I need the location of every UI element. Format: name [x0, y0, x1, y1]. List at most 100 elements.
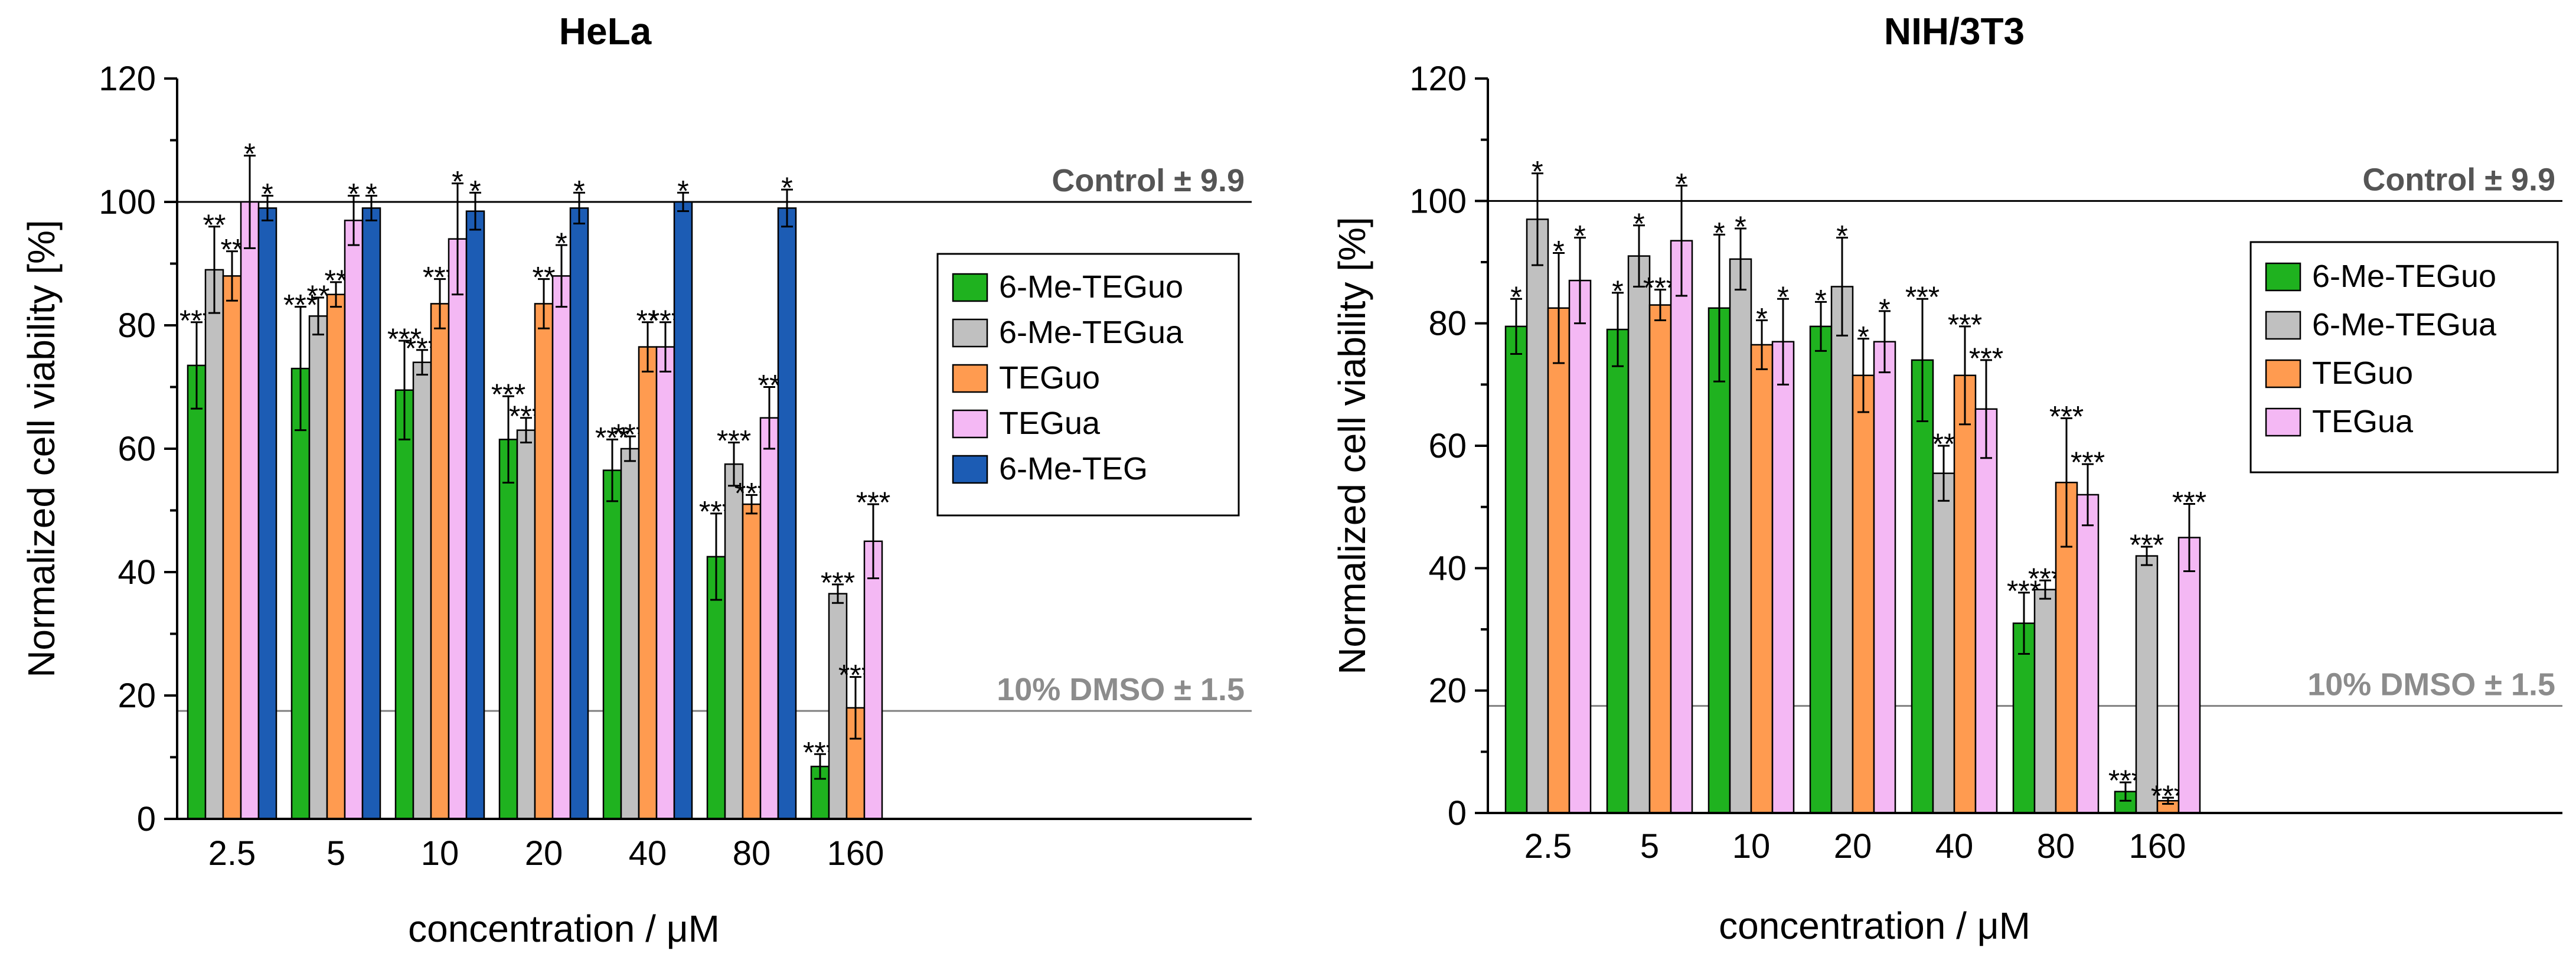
error-bar-6-Me-TEGua-10: [416, 349, 428, 376]
bar-TEGuo-40: [638, 346, 658, 820]
bar-TEGuo-2.5: [222, 275, 242, 820]
error-bar-TEGua-5: [348, 195, 360, 246]
error-bar-TEGua-10: [1777, 298, 1789, 386]
error-bar-TEGuo-160: [850, 676, 861, 740]
error-bar-6-Me-TEGua-2.5: [208, 226, 220, 314]
error-bar-6-Me-TEG-10: [469, 191, 481, 231]
x-axis-title: concentration / μM: [1719, 905, 2030, 947]
bar-6-Me-TEGua-5: [1627, 255, 1651, 814]
bar-TEGua-20: [1873, 341, 1896, 814]
legend-label-6-Me-TEGuo: 6-Me-TEGuo: [2312, 259, 2496, 294]
bar-TEGuo-5: [1648, 304, 1672, 814]
legend-swatch-6-Me-TEGuo: [2265, 262, 2301, 292]
reference-label-0: Control ± 9.9: [1052, 163, 1245, 198]
error-bar-6-Me-TEGua-20: [1836, 237, 1848, 337]
error-bar-6-Me-TEGuo-20: [1815, 301, 1827, 352]
significance-label: *: [1713, 216, 1725, 249]
error-bar-TEGuo-160: [2162, 796, 2174, 805]
error-bar-6-Me-TEGuo-10: [1713, 233, 1725, 383]
x-tick-label: 5: [327, 834, 345, 873]
error-bar-TEGuo-40: [1959, 325, 1971, 426]
bar-6-Me-TEGuo-10: [394, 389, 414, 820]
bar-6-Me-TEGua-2.5: [1526, 218, 1549, 814]
bar-6-Me-TEG-80: [777, 207, 797, 820]
bar-TEGua-10: [448, 238, 468, 820]
error-bar-TEGua-10: [452, 182, 463, 296]
bar-TEGua-2.5: [1568, 279, 1592, 814]
significance-label: *: [1553, 234, 1564, 267]
y-tick-label: 40: [117, 553, 156, 592]
error-bar-6-Me-TEGuo-80: [2018, 592, 2030, 655]
y-tick-label: 100: [1409, 182, 1467, 220]
bar-6-Me-TEGua-2.5: [204, 269, 224, 820]
error-bar-TEGua-160: [867, 503, 879, 579]
error-bar-6-Me-TEGua-20: [520, 417, 532, 444]
legend-swatch-6-Me-TEGuo: [952, 273, 988, 302]
significance-label: *: [1836, 220, 1847, 253]
error-bar-TEGuo-80: [2061, 417, 2072, 548]
legend-swatch-TEGua: [952, 409, 988, 439]
significance-label: *: [1815, 283, 1826, 316]
error-bar-6-Me-TEGuo-5: [1612, 292, 1624, 367]
chart-title: HeLa: [559, 10, 652, 53]
error-bar-TEGuo-10: [1756, 319, 1768, 370]
significance-label: *: [556, 227, 567, 260]
error-bar-6-Me-TEGua-40: [624, 435, 636, 462]
significance-label: **: [1932, 427, 1955, 461]
significance-label: **: [325, 264, 348, 297]
legend-box: [2249, 241, 2559, 474]
x-tick-label: 80: [733, 834, 771, 873]
significance-label: *: [1756, 302, 1767, 335]
error-bar-TEGua-2.5: [1574, 237, 1586, 325]
y-axis-title: Normalized cell viability [%]: [20, 220, 63, 677]
error-bar-TEGua-20: [1879, 310, 1891, 374]
error-bar-TEGua-40: [659, 321, 671, 373]
significance-label: **: [758, 369, 781, 402]
significance-label: *: [1633, 207, 1644, 240]
error-bar-6-Me-TEGua-2.5: [1532, 172, 1543, 266]
error-bar-TEGuo-40: [642, 321, 654, 373]
legend-swatch-TEGua: [2265, 407, 2301, 437]
bar-6-Me-TEGuo-40: [602, 469, 622, 820]
y-tick-label: 100: [99, 183, 156, 221]
error-bar-TEGua-2.5: [244, 155, 256, 249]
bar-6-Me-TEGuo-2.5: [1504, 325, 1528, 814]
significance-label: *: [573, 174, 585, 207]
bar-TEGua-80: [2076, 494, 2100, 814]
bar-TEGua-10: [1771, 341, 1795, 814]
significance-label: ***: [856, 486, 890, 519]
legend-label-TEGuo: TEGuo: [2312, 355, 2413, 391]
legend-label-TEGua: TEGua: [2312, 404, 2414, 439]
bar-6-Me-TEGuo-5: [290, 367, 311, 820]
significance-label: *: [452, 165, 463, 198]
x-tick-label: 40: [1935, 827, 1974, 866]
significance-label: *: [1612, 275, 1623, 308]
y-tick-label: 40: [1428, 549, 1467, 587]
error-bar-TEGuo-20: [538, 278, 550, 329]
legend-swatch-6-Me-TEGua: [2265, 311, 2301, 340]
error-bar-6-Me-TEGuo-2.5: [1510, 298, 1522, 355]
bar-TEGuo-20: [1852, 374, 1875, 814]
y-tick-label: 120: [1409, 60, 1467, 98]
y-tick-label: 80: [117, 306, 156, 345]
bar-TEGua-20: [551, 275, 572, 820]
bar-6-Me-TEGua-5: [308, 315, 328, 820]
significance-label: **: [307, 279, 330, 312]
legend: 6-Me-TEGuo 6-Me-TEGua TEGuo TEGua 6-Me-TEG: [936, 253, 1240, 517]
y-tick-label: 60: [1428, 427, 1467, 465]
chart-title: NIH/3T3: [1884, 10, 2025, 53]
error-bar-TEGua-20: [556, 244, 567, 308]
error-bar-TEGuo-5: [1654, 289, 1666, 321]
x-tick-label: 10: [1732, 827, 1771, 866]
legend-label-6-Me-TEG: 6-Me-TEG: [999, 451, 1148, 486]
x-axis-title: concentration / μM: [408, 907, 720, 950]
significance-label: *: [1676, 167, 1687, 200]
bar-TEGuo-40: [1953, 374, 1977, 814]
error-bar-6-Me-TEG-20: [573, 191, 585, 225]
bar-6-Me-TEGua-80: [2033, 589, 2057, 814]
bar-TEGuo-80: [742, 503, 762, 820]
significance-label: *: [1735, 210, 1746, 243]
reference-label-1: 10% DMSO ± 1.5: [2307, 667, 2555, 703]
